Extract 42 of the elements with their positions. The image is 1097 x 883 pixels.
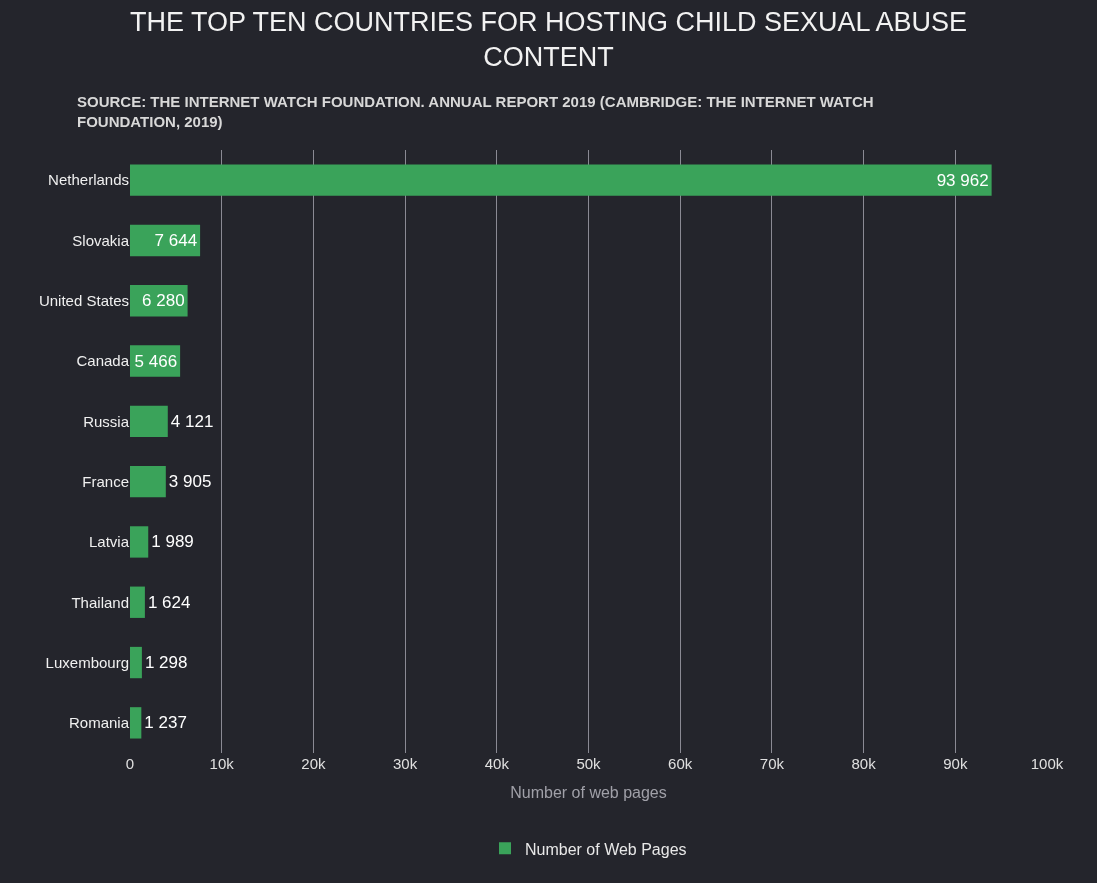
x-tick-label: 30k [393, 755, 418, 772]
data-label: 5 466 [134, 351, 178, 371]
bar [130, 405, 168, 438]
data-label: 1 298 [144, 653, 188, 673]
bar [130, 465, 166, 498]
y-tick-label: Thailand [71, 593, 129, 611]
y-tick-label: Canada [76, 352, 130, 370]
y-tick-label: France [82, 472, 129, 490]
x-tick-label: 90k [943, 755, 968, 772]
data-label: 4 121 [170, 411, 214, 431]
x-tick-label: 60k [668, 755, 693, 772]
y-tick-label: Slovakia [72, 231, 130, 249]
x-tick-label: 10k [209, 755, 235, 772]
y-tick-label: United States [38, 292, 129, 309]
y-tick-label: Luxembourg [45, 653, 129, 671]
data-label: 1 237 [144, 713, 187, 733]
data-label: 1 624 [147, 592, 191, 612]
bar [130, 646, 142, 679]
x-tick-label: 80k [851, 755, 877, 772]
data-label: 1 989 [151, 532, 194, 552]
data-label: 93 962 [936, 170, 989, 190]
x-tick-label: 40k [484, 755, 510, 772]
x-tick-label: 0 [125, 755, 135, 772]
legend-label: Number of Web Pages [525, 840, 687, 858]
y-tick-label: Romania [68, 714, 130, 732]
data-label: 7 644 [154, 230, 198, 250]
x-tick-label: 50k [576, 755, 602, 772]
data-label: 3 905 [168, 472, 212, 492]
x-tick-label: 100k [1030, 755, 1064, 772]
bar [130, 526, 149, 558]
x-tick-label: 70k [759, 755, 785, 772]
chart-subtitle: SOURCE: THE INTERNET WATCH FOUNDATION. ANNUAL REPORT 2019 (CAMBRIDGE: THE INTERNET WATCH FOUNDATION, 2019) [77, 93, 874, 130]
bar [130, 707, 142, 739]
y-tick-label: Russia [83, 412, 130, 430]
x-tick-label: 20k [301, 755, 326, 772]
y-tick-label: Netherlands [48, 171, 129, 189]
bar [130, 586, 145, 618]
bar [130, 164, 992, 196]
x-axis-title: Number of web pages [510, 783, 667, 801]
y-tick-label: Latvia [88, 533, 130, 551]
chart-title: THE TOP TEN COUNTRIES FOR HOSTING CHILD SEXUAL ABUSE CONTENT [129, 6, 968, 72]
data-label: 6 280 [142, 291, 185, 311]
